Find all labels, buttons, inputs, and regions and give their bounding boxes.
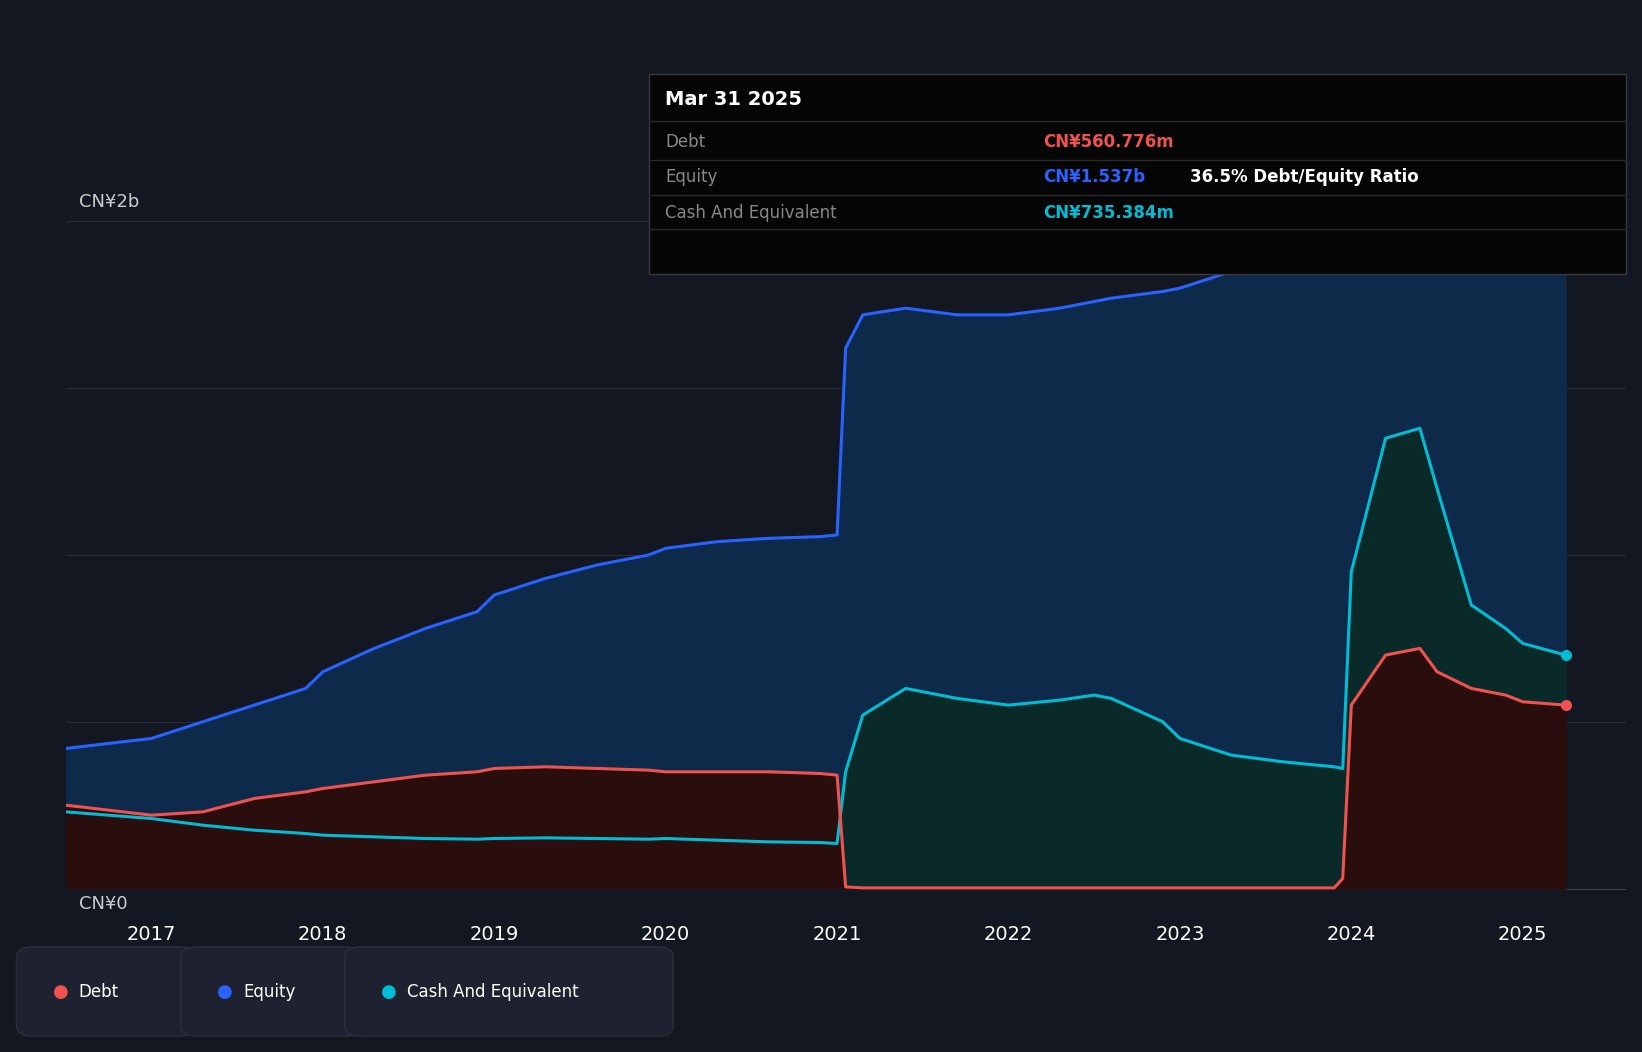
Text: 36.5% Debt/Equity Ratio: 36.5% Debt/Equity Ratio bbox=[1190, 167, 1419, 186]
Text: CN¥735.384m: CN¥735.384m bbox=[1043, 203, 1174, 222]
Text: Equity: Equity bbox=[243, 983, 296, 1000]
Text: CN¥560.776m: CN¥560.776m bbox=[1043, 133, 1174, 151]
Text: Mar 31 2025: Mar 31 2025 bbox=[665, 90, 801, 109]
Text: Cash And Equivalent: Cash And Equivalent bbox=[407, 983, 580, 1000]
Text: Debt: Debt bbox=[79, 983, 118, 1000]
Text: Cash And Equivalent: Cash And Equivalent bbox=[665, 203, 837, 222]
Text: CN¥1.537b: CN¥1.537b bbox=[1043, 167, 1144, 186]
Text: CN¥0: CN¥0 bbox=[79, 895, 128, 913]
Text: ●: ● bbox=[53, 983, 69, 1000]
Text: Debt: Debt bbox=[665, 133, 704, 151]
Text: ●: ● bbox=[217, 983, 233, 1000]
Text: Equity: Equity bbox=[665, 167, 718, 186]
Text: CN¥2b: CN¥2b bbox=[79, 194, 140, 211]
Text: ●: ● bbox=[381, 983, 397, 1000]
